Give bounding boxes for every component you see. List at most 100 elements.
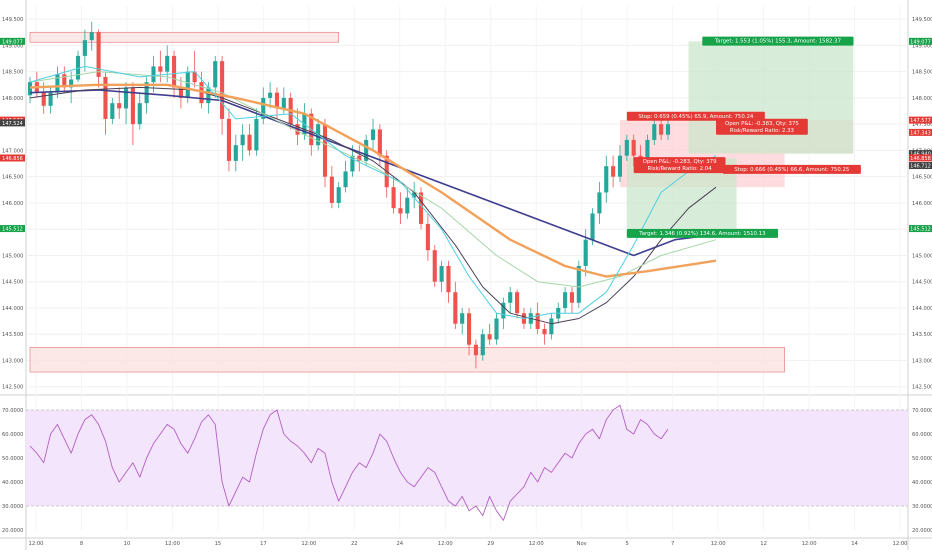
price-tick-label-left: 148.500 — [2, 70, 23, 76]
price-tick-label-right: 144.500 — [912, 280, 932, 286]
price-tick-label-right: 149.500 — [912, 17, 932, 23]
time-tick-label: 12 — [760, 541, 767, 547]
rsi-tick-label-right: 70.0000 — [912, 408, 932, 414]
candle-body — [665, 124, 671, 135]
candle-body — [158, 66, 163, 72]
position-label-box — [626, 111, 765, 121]
time-tick-label: 17 — [260, 541, 267, 547]
price-tick-label-right: 148.000 — [912, 96, 932, 102]
time-tick-label: 22 — [351, 541, 358, 547]
axes: 149.500 149.500 149.000 149.000 148.500 148.5… — [0, 17, 932, 547]
price-badge-right-text: 147.343 — [910, 130, 931, 136]
position-label-box — [722, 164, 861, 174]
candle-body — [563, 292, 568, 308]
price-tick-label-right: 146.500 — [912, 175, 932, 181]
candle-body — [439, 265, 444, 282]
candle-body — [645, 139, 650, 161]
price-badge-left-text: 146.856 — [2, 156, 23, 162]
candle-body — [652, 124, 657, 140]
candle-body — [103, 76, 108, 119]
candle-body — [268, 92, 273, 98]
candle-body — [549, 318, 554, 335]
price-badge-right-text: 146.712 — [910, 164, 931, 170]
candle-body — [336, 187, 341, 203]
moving-average-ema_fast — [29, 65, 717, 319]
candle-body — [144, 82, 149, 104]
candle-body — [583, 239, 588, 266]
candle-body — [398, 208, 403, 214]
price-badge-right — [909, 116, 932, 124]
price-tick-label-left: 144.500 — [2, 280, 23, 286]
candle-body — [123, 87, 129, 109]
price-tick-label-left: 148.000 — [2, 96, 23, 102]
time-tick-label: 12:00 — [301, 541, 316, 547]
candle-body — [412, 192, 417, 198]
candle-body — [322, 124, 328, 177]
candle-body — [350, 155, 355, 172]
candle-body — [590, 213, 595, 240]
candle-body — [569, 292, 575, 303]
rsi-tick-label-right: 60.0000 — [912, 432, 932, 438]
candle-body — [576, 265, 581, 303]
moving-average-sma_slow — [29, 83, 717, 278]
price-badge-right-text: 147.577 — [910, 118, 931, 124]
time-tick-label: 5 — [626, 541, 629, 547]
support-zone — [29, 347, 785, 373]
candle-body — [130, 87, 135, 125]
candles — [27, 21, 671, 369]
rsi-tick-label-right: 20.0000 — [912, 528, 932, 534]
time-tick-label: 10 — [124, 541, 131, 547]
time-tick-label: 24 — [396, 541, 403, 547]
position-label-box — [626, 228, 779, 238]
price-tick-label-left: 145.000 — [2, 253, 23, 259]
position-label-text: Open P&L: -0.383, Qty: 375 — [725, 121, 799, 127]
rsi-tick-label-right: 50.0000 — [912, 456, 932, 462]
rsi-tick-label-left: 70.0000 — [2, 408, 23, 414]
candle-body — [185, 71, 190, 98]
time-tick-label: 8 — [80, 541, 83, 547]
time-tick-label: 15 — [215, 541, 222, 547]
position-label-text: Risk/Reward Ratio: 2.04 — [648, 166, 713, 172]
price-badge-right-text: 149.077 — [910, 39, 931, 45]
price-tick-label-left: 144.000 — [2, 306, 23, 312]
candle-body — [89, 32, 94, 41]
candle-body — [480, 334, 485, 356]
candle-body — [220, 61, 225, 119]
position-label-text: Stop: 0.666 (0.45%) 66.6, Amount: 750.25 — [734, 167, 849, 173]
candle-body — [542, 328, 547, 335]
price-tick-label-right: 143.000 — [912, 358, 932, 364]
rsi-tick-label-right: 40.0000 — [912, 480, 932, 486]
price-badge-right-text: 146.858 — [910, 156, 931, 162]
time-tick-label: Nov — [577, 541, 587, 547]
moving-average-sma_mid — [29, 71, 717, 288]
candle-body — [377, 129, 382, 156]
price-badge-left-text: 147.524 — [2, 121, 23, 127]
time-tick-label: 12:00 — [29, 541, 44, 547]
candle-body — [178, 87, 183, 98]
candle-body — [466, 313, 472, 345]
candle-body — [41, 92, 46, 106]
candle-body — [137, 103, 142, 125]
candle-body — [151, 66, 156, 83]
candle-body — [261, 97, 266, 119]
candle-body — [329, 176, 334, 203]
rsi-line — [29, 404, 669, 521]
target-zone — [688, 41, 854, 154]
price-tick-label-left: 146.000 — [2, 201, 23, 207]
time-tick-label: 12:00 — [438, 541, 453, 547]
resistance-zone — [29, 31, 340, 43]
candle-body — [425, 223, 430, 251]
candle-body — [515, 292, 520, 314]
candle-body — [494, 318, 499, 340]
time-tick-label: 7 — [671, 541, 674, 547]
candle-body — [370, 129, 376, 140]
rsi-tick-label-left: 60.0000 — [2, 432, 23, 438]
price-badge-right — [909, 37, 932, 45]
candle-body — [254, 118, 259, 151]
time-tick-label: 14 — [851, 541, 858, 547]
price-badge-right-text: 145.512 — [910, 227, 931, 233]
price-badge-right — [909, 128, 932, 136]
price-badge-left — [0, 154, 25, 162]
